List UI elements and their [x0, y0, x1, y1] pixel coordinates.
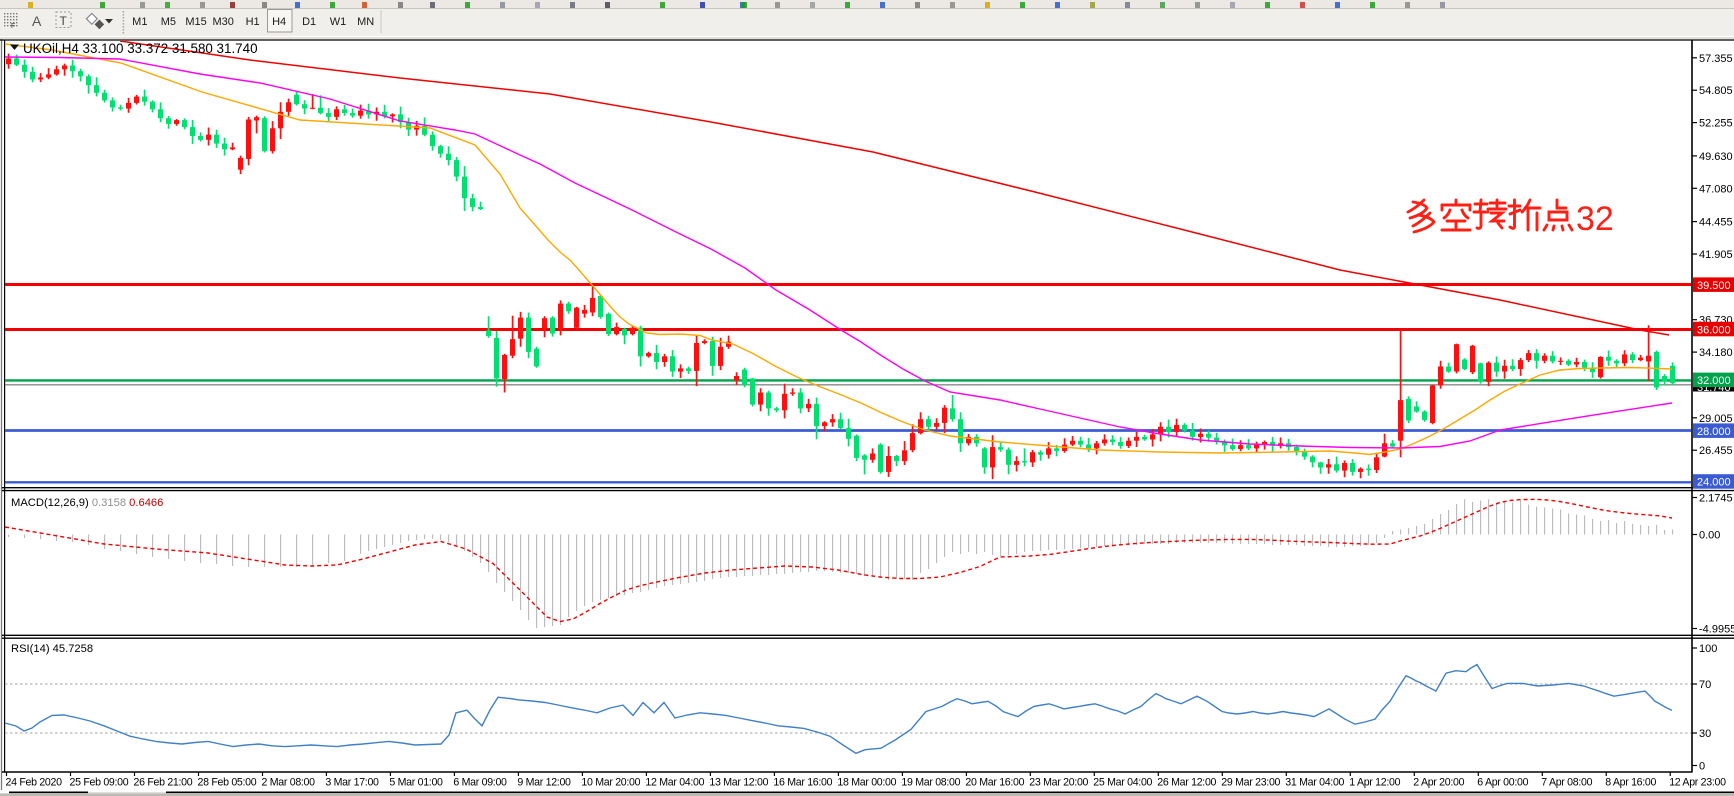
svg-text:23 Mar 20:00: 23 Mar 20:00 — [1029, 777, 1088, 789]
svg-text:70: 70 — [1699, 679, 1711, 691]
svg-text:2 Apr 20:00: 2 Apr 20:00 — [1413, 777, 1464, 789]
svg-text:M1: M1 — [132, 16, 147, 28]
svg-text:RSI(14) 45.7258: RSI(14) 45.7258 — [11, 643, 93, 655]
svg-text:7 Apr 08:00: 7 Apr 08:00 — [1541, 777, 1592, 789]
svg-text:M15: M15 — [185, 16, 206, 28]
svg-text:T: T — [60, 14, 68, 28]
svg-text:12 Mar 04:00: 12 Mar 04:00 — [645, 777, 704, 789]
svg-text:49.630: 49.630 — [1699, 151, 1733, 163]
svg-text:MN: MN — [357, 16, 374, 28]
svg-text:29 Mar 23:00: 29 Mar 23:00 — [1221, 777, 1280, 789]
svg-text:24.000: 24.000 — [1697, 477, 1731, 489]
svg-text:31 Mar 04:00: 31 Mar 04:00 — [1285, 777, 1344, 789]
svg-text:44.455: 44.455 — [1699, 217, 1733, 229]
svg-text:30: 30 — [1699, 728, 1711, 740]
svg-text:25 Mar 04:00: 25 Mar 04:00 — [1093, 777, 1152, 789]
svg-text:54.805: 54.805 — [1699, 85, 1733, 97]
svg-text:5 Mar 01:00: 5 Mar 01:00 — [389, 777, 443, 789]
svg-text:UKOil,H4 33.100 33.372 31.580: UKOil,H4 33.100 33.372 31.580 31.740 — [23, 41, 258, 56]
svg-text:3 Mar 17:00: 3 Mar 17:00 — [325, 777, 379, 789]
svg-text:MACD(12,26,9) 0.3158 0.6466: MACD(12,26,9) 0.3158 0.6466 — [11, 497, 163, 509]
svg-text:H1: H1 — [246, 16, 260, 28]
svg-text:2 Mar 08:00: 2 Mar 08:00 — [262, 777, 316, 789]
svg-text:32: 32 — [1576, 200, 1614, 238]
svg-text:32.000: 32.000 — [1697, 375, 1731, 387]
svg-text:52.255: 52.255 — [1699, 118, 1733, 130]
svg-text:24 Feb 2020: 24 Feb 2020 — [6, 777, 63, 789]
svg-text:10 Mar 20:00: 10 Mar 20:00 — [581, 777, 640, 789]
svg-text:8 Apr 16:00: 8 Apr 16:00 — [1605, 777, 1656, 789]
svg-text:D1: D1 — [302, 16, 316, 28]
svg-text:19 Mar 08:00: 19 Mar 08:00 — [901, 777, 960, 789]
svg-text:26 Feb 21:00: 26 Feb 21:00 — [134, 777, 193, 789]
svg-text:47.080: 47.080 — [1699, 183, 1733, 195]
svg-text:16 Mar 16:00: 16 Mar 16:00 — [773, 777, 832, 789]
svg-text:57.355: 57.355 — [1699, 53, 1733, 65]
svg-text:A: A — [32, 13, 42, 29]
svg-text:M30: M30 — [212, 16, 233, 28]
svg-text:28.000: 28.000 — [1697, 426, 1731, 438]
svg-text:39.500: 39.500 — [1697, 280, 1731, 292]
svg-text:2.1745: 2.1745 — [1699, 493, 1733, 505]
svg-text:W1: W1 — [330, 16, 347, 28]
svg-text:25 Feb 09:00: 25 Feb 09:00 — [70, 777, 129, 789]
svg-text:6 Apr 00:00: 6 Apr 00:00 — [1477, 777, 1528, 789]
svg-text:28 Feb 05:00: 28 Feb 05:00 — [198, 777, 257, 789]
svg-text:0: 0 — [1699, 761, 1705, 773]
svg-text:29.005: 29.005 — [1699, 413, 1733, 425]
svg-text:H4: H4 — [272, 16, 286, 28]
svg-text:34.180: 34.180 — [1699, 347, 1733, 359]
svg-text:41.905: 41.905 — [1699, 249, 1733, 261]
svg-text:18 Mar 00:00: 18 Mar 00:00 — [837, 777, 896, 789]
svg-text:F: F — [11, 23, 15, 30]
svg-text:26.455: 26.455 — [1699, 445, 1733, 457]
svg-text:20 Mar 16:00: 20 Mar 16:00 — [965, 777, 1024, 789]
svg-text:100: 100 — [1699, 643, 1717, 655]
svg-text:M5: M5 — [161, 16, 176, 28]
svg-text:1 Apr 12:00: 1 Apr 12:00 — [1349, 777, 1400, 789]
svg-text:12 Apr 23:00: 12 Apr 23:00 — [1669, 777, 1726, 789]
svg-text:26 Mar 12:00: 26 Mar 12:00 — [1157, 777, 1216, 789]
svg-text:0.00: 0.00 — [1699, 530, 1720, 542]
svg-text:6 Mar 09:00: 6 Mar 09:00 — [453, 777, 507, 789]
svg-text:9 Mar 12:00: 9 Mar 12:00 — [517, 777, 571, 789]
svg-text:36.000: 36.000 — [1697, 324, 1731, 336]
svg-text:-4.9955: -4.9955 — [1699, 624, 1734, 636]
svg-text:13 Mar 12:00: 13 Mar 12:00 — [709, 777, 768, 789]
